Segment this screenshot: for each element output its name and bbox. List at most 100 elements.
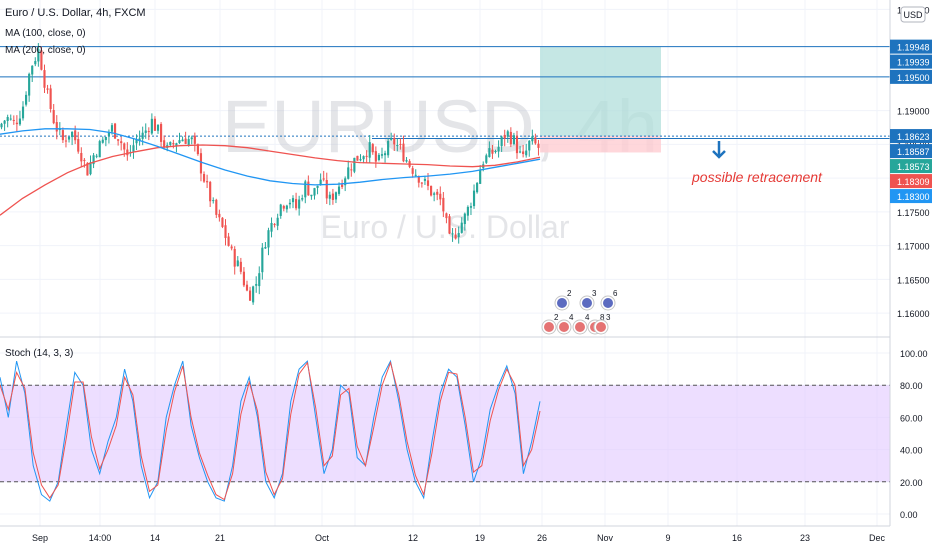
candle-body: [172, 143, 175, 145]
ma100-legend[interactable]: MA (100, close, 0): [5, 28, 86, 39]
stoch-tick: 100.00: [900, 349, 928, 359]
event-count: 4: [569, 313, 574, 322]
candle-body: [506, 131, 509, 137]
candle-body: [313, 188, 316, 196]
candle-body: [479, 169, 482, 184]
candle-body: [123, 143, 126, 150]
time-tick: Oct: [315, 533, 330, 543]
candle-body: [215, 199, 218, 215]
candle-body: [98, 141, 101, 158]
price-axis-bg[interactable]: [890, 0, 932, 550]
candle-body: [92, 155, 95, 165]
candle-body: [31, 65, 34, 75]
candle-body: [325, 179, 328, 199]
moving-averages: [0, 128, 541, 216]
candle-body: [138, 138, 141, 142]
chart-title[interactable]: Euro / U.S. Dollar, 4h, FXCM: [5, 7, 146, 19]
candle-body: [356, 155, 359, 161]
candle-body: [288, 202, 292, 205]
candle-body: [163, 140, 166, 147]
price-label-box: [890, 39, 932, 54]
candle-body: [518, 151, 522, 153]
event-count: 4: [585, 313, 590, 322]
candle-body: [331, 193, 334, 200]
candle-body: [181, 139, 184, 142]
event-flag-icon: [544, 322, 554, 332]
candle-body: [0, 123, 3, 128]
candle-body: [442, 197, 445, 212]
candle-body: [230, 246, 233, 249]
price-label-box: [890, 189, 932, 204]
candle-body: [52, 110, 55, 124]
candle-body: [282, 205, 285, 209]
candle-body: [202, 174, 206, 182]
candle-body: [423, 178, 427, 181]
candle-body: [322, 178, 325, 180]
candle-body: [49, 88, 52, 109]
price-tick: 1.17500: [897, 208, 930, 218]
down-arrow-icon: [712, 141, 726, 159]
candle-body: [531, 136, 534, 142]
candle-body: [476, 182, 479, 193]
candle-body: [362, 156, 365, 160]
candle-body: [279, 204, 282, 216]
candle-body: [196, 144, 199, 155]
candle-body: [387, 140, 390, 156]
stoch-legend[interactable]: Stoch (14, 3, 3): [5, 348, 73, 359]
price-label: 1.19939: [897, 58, 930, 68]
candle-body: [86, 162, 89, 176]
candle-body: [117, 139, 120, 141]
candle-body: [485, 155, 488, 163]
candle-body: [494, 151, 497, 153]
candle-body: [537, 143, 540, 148]
stoch-k-line: [0, 359, 541, 502]
candle-body: [365, 155, 368, 157]
candle-body: [488, 148, 491, 158]
time-tick: 9: [665, 533, 670, 543]
candle-body: [420, 182, 423, 184]
currency-badge[interactable]: USD: [900, 6, 926, 23]
stoch-band: [0, 385, 890, 482]
candle-body: [37, 49, 40, 62]
candle-body: [255, 284, 258, 286]
time-tick: Nov: [597, 533, 614, 543]
candle-body: [218, 213, 221, 218]
candle-body: [175, 143, 178, 147]
price-label: 1.18309: [897, 177, 930, 187]
time-tick: 23: [800, 533, 810, 543]
stoch-tick: 20.00: [900, 478, 923, 488]
candle-body: [316, 185, 319, 188]
candle-body: [497, 146, 500, 152]
economic-events[interactable]: 2 3 62 4 4 8 3: [541, 289, 618, 335]
price-tick: 1.16000: [897, 309, 930, 319]
price-axis[interactable]: 1.205001.195001.190001.185001.180001.175…: [890, 5, 932, 520]
candle-body: [169, 142, 172, 145]
candle-body: [417, 176, 420, 183]
annotation-text: possible retracement: [691, 169, 823, 185]
candle-body: [74, 130, 77, 141]
candle-body: [6, 117, 9, 121]
candle-body: [206, 181, 209, 183]
candle-body: [528, 140, 531, 151]
candle-body: [371, 144, 374, 153]
time-tick: 14: [150, 533, 160, 543]
candle-body: [380, 154, 384, 156]
candle-body: [374, 151, 377, 162]
candle-body: [285, 205, 288, 210]
position-zones[interactable]: [540, 46, 661, 153]
candle-body: [353, 157, 356, 172]
candle-body: [12, 119, 15, 121]
time-axis[interactable]: Sep 14:00 14 21 Oct 12 19 26 Nov 9 16 23 Dec: [32, 533, 886, 543]
time-tick: 16: [732, 533, 742, 543]
ma200-legend[interactable]: MA (200, close, 0): [5, 45, 86, 56]
candle-body: [34, 61, 37, 65]
stoch-tick: 0.00: [900, 510, 918, 520]
candle-body: [463, 213, 466, 225]
candle-body: [55, 122, 58, 132]
candle-body: [433, 193, 436, 195]
event-count: 2: [567, 289, 572, 298]
candle-body: [457, 233, 460, 238]
candle-body: [83, 159, 86, 161]
candle-body: [184, 138, 187, 144]
